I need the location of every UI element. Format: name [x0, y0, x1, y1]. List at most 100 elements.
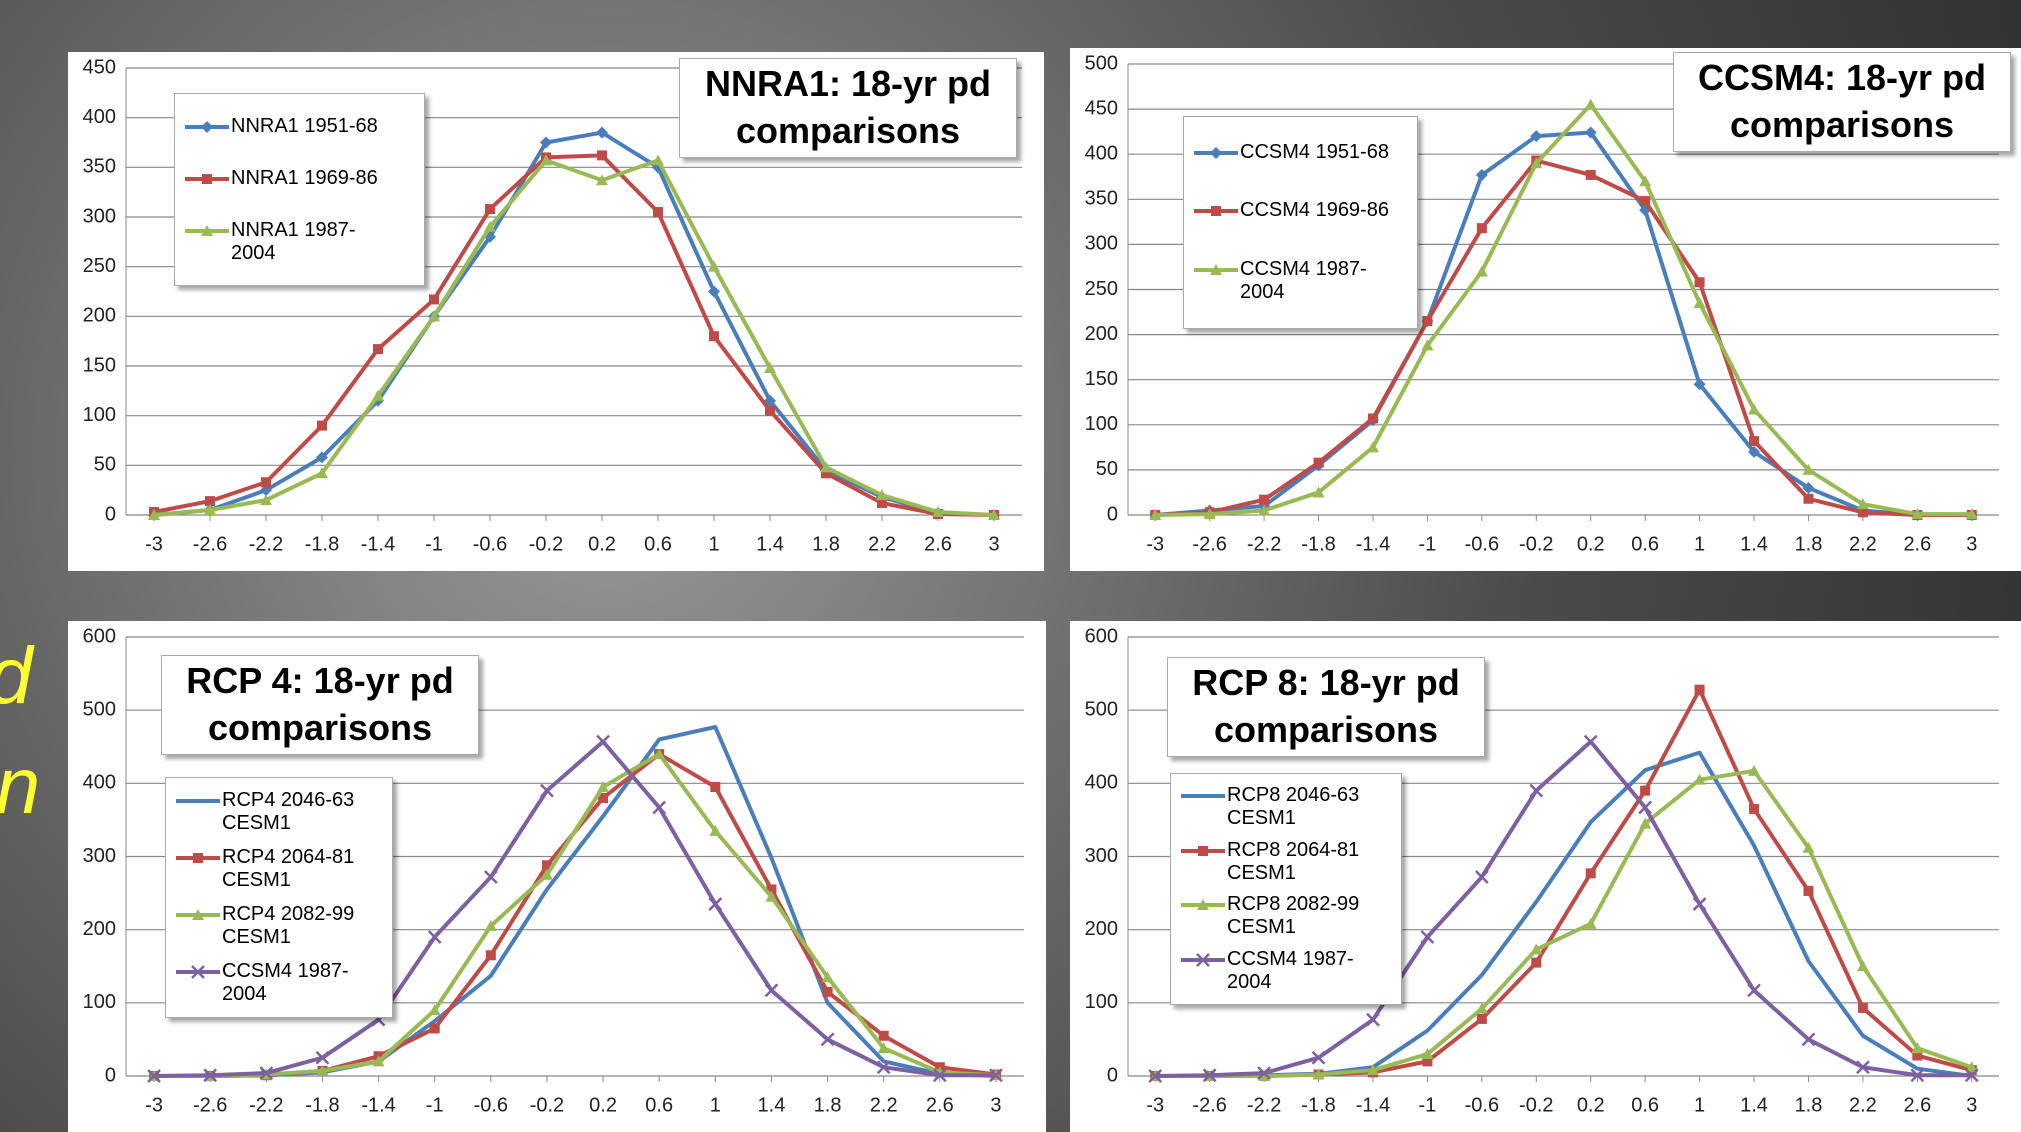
marker — [1584, 126, 1597, 139]
y-tick-label: 250 — [83, 255, 116, 277]
marker — [1694, 277, 1705, 288]
marker — [1476, 1013, 1487, 1024]
marker — [1965, 1061, 1978, 1073]
y-tick-label: 50 — [1096, 458, 1118, 480]
x-tick-label: -1.8 — [305, 1094, 339, 1116]
marker — [372, 1055, 385, 1067]
legend-label: CCSM4 1987-2004 — [222, 959, 349, 1005]
marker — [932, 506, 944, 518]
legend-entry: CCSM4 1987-2004 — [174, 960, 384, 1006]
marker — [596, 734, 610, 749]
x-tick-label: -1.4 — [361, 1094, 395, 1116]
x-tick-label: 2.6 — [926, 1094, 954, 1116]
x-tick-label: -3 — [145, 533, 163, 555]
x-tick-label: -1 — [1419, 1094, 1437, 1116]
marker — [1196, 952, 1210, 967]
chart: 0 50 100 150 200 250 300 350 400 450 500 -3 -2.6 -2.2… — [1070, 48, 2021, 571]
marker — [202, 173, 212, 184]
legend-entry: RCP8 2082-99 CESM1 — [1179, 893, 1393, 939]
marker — [1530, 130, 1543, 143]
y-tick-label: 500 — [1085, 52, 1118, 74]
background-text: d — [0, 630, 33, 722]
plot: 0 100 200 300 400 500 600 -3 -2.6 -2.2 -1.8 -1.4 -1 -… — [83, 625, 1024, 1116]
x-tick-label: 1.4 — [758, 1094, 786, 1116]
legend-entry: RCP4 2082-99 CESM1 — [174, 903, 384, 949]
marker — [1748, 764, 1761, 776]
x-tick-label: 2.6 — [1903, 533, 1931, 555]
marker — [1530, 157, 1543, 169]
x-tick-label: -2.6 — [193, 533, 227, 555]
marker — [1801, 1032, 1816, 1047]
y-tick-label: 50 — [94, 454, 116, 476]
marker — [483, 870, 498, 884]
marker — [148, 509, 160, 520]
y-tick-label: 200 — [1085, 918, 1118, 940]
marker — [1366, 1012, 1380, 1027]
x-tick-label: 2.2 — [1849, 1094, 1877, 1116]
legend-swatch — [1181, 845, 1225, 856]
marker — [1857, 1002, 1868, 1013]
x-tick-label: -1.4 — [1356, 533, 1390, 555]
marker — [428, 1004, 441, 1016]
marker — [1640, 785, 1651, 796]
marker — [653, 207, 663, 218]
legend-label: NNRA1 1969-86 — [231, 166, 378, 189]
marker — [988, 509, 1000, 520]
x-tick-label: 1 — [1694, 1094, 1705, 1116]
x-tick-label: 3 — [988, 533, 999, 555]
marker — [708, 285, 720, 298]
marker — [765, 890, 778, 902]
x-tick-label: 2.2 — [870, 1094, 898, 1116]
x-tick-label: 1.8 — [812, 533, 840, 555]
marker — [1476, 223, 1487, 234]
y-tick-label: 400 — [83, 772, 116, 794]
marker — [596, 174, 608, 186]
x-tick-label: 1 — [1694, 533, 1705, 555]
marker — [1749, 436, 1760, 447]
marker — [878, 1030, 889, 1041]
marker — [315, 1050, 330, 1065]
x-tick-label: 1.8 — [1795, 533, 1823, 555]
x-tick-label: -2.6 — [193, 1094, 227, 1116]
marker — [1638, 800, 1653, 815]
legend-label: NNRA1 1987-2004 — [231, 218, 356, 264]
x-tick-label: -0.2 — [1519, 533, 1553, 555]
x-tick-label: -0.6 — [473, 533, 507, 555]
legend: NNRA1 1951-68 NNRA1 1969-86 NNRA1 1987-200… — [174, 93, 425, 286]
marker — [1422, 1056, 1433, 1067]
marker — [765, 405, 775, 416]
marker — [821, 468, 831, 479]
marker — [541, 860, 552, 871]
x-tick-label: -1.8 — [1301, 1094, 1335, 1116]
marker — [485, 204, 495, 215]
chart-title: RCP 4: 18-yr pd comparisons — [161, 655, 479, 755]
x-tick-label: -1.8 — [305, 533, 339, 555]
marker — [1203, 508, 1216, 520]
y-tick-label: 150 — [83, 354, 116, 376]
legend-label: RCP8 2046-63 CESM1 — [1227, 784, 1360, 830]
marker — [429, 294, 439, 305]
series-line — [1155, 768, 1973, 1078]
x-tick-label: 0.2 — [1577, 1094, 1605, 1116]
marker — [652, 800, 667, 815]
marker — [1259, 494, 1270, 505]
x-tick-label: 0.6 — [1631, 1094, 1659, 1116]
x-tick-label: 0.6 — [1631, 533, 1659, 555]
x-tick-label: -2.6 — [1192, 533, 1226, 555]
marker — [484, 920, 497, 932]
y-tick-label: 500 — [1085, 698, 1118, 720]
marker — [1312, 1068, 1325, 1080]
x-tick-label: -0.2 — [530, 1094, 564, 1116]
y-tick-label: 0 — [105, 503, 116, 525]
legend-entry: RCP4 2046-63 CESM1 — [174, 789, 384, 835]
x-tick-label: 2.6 — [1903, 1094, 1931, 1116]
legend-label: RCP4 2046-63 CESM1 — [222, 789, 355, 835]
y-tick-label: 450 — [83, 56, 116, 78]
marker — [1640, 196, 1651, 207]
legend-swatch — [185, 173, 229, 184]
x-tick-label: 3 — [1966, 1094, 1977, 1116]
marker — [597, 150, 607, 161]
y-tick-label: 150 — [1085, 368, 1118, 390]
marker — [1202, 1068, 1217, 1083]
marker — [820, 461, 832, 473]
